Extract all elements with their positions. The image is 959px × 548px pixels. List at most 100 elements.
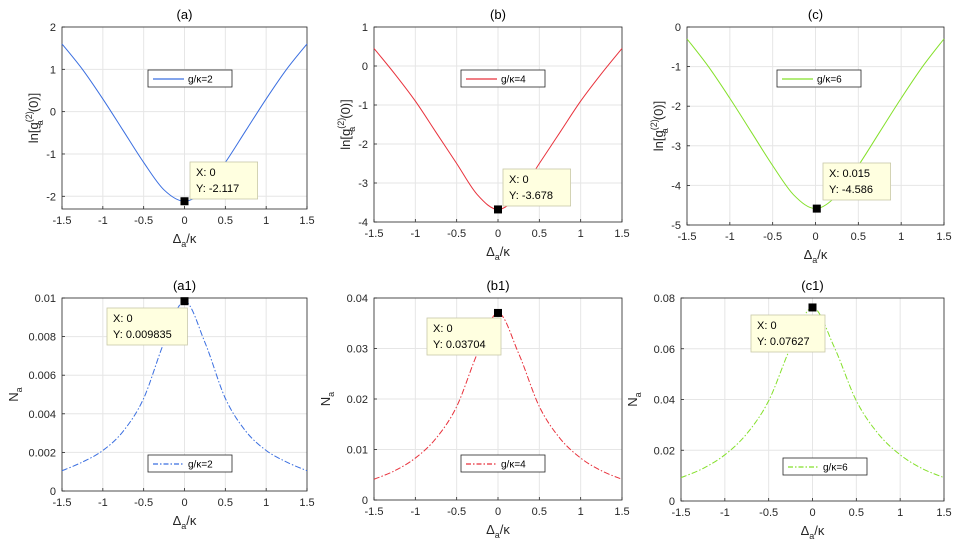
datatip-marker[interactable] [494,205,502,214]
datatip-y-value: Y: -4.586 [829,184,873,196]
y-axis-label: ln[g(2)a(0)] [336,99,357,149]
y-tick-label: 0 [50,486,56,498]
x-axis-label: Δa/κ [801,523,825,541]
datatip-x-value: X: 0 [196,167,216,179]
axes-frame [373,26,623,223]
x-tick-label: -1 [410,506,420,518]
legend: g/κ=4 [460,454,546,473]
y-tick-label: -4 [671,180,681,192]
x-tick-label: 0 [181,497,187,509]
x-tick-label: 0 [181,215,187,227]
y-tick-label: 0 [362,495,368,507]
datatip-x-value: X: 0 [113,313,133,325]
datatip: X: 0 Y: 0.03704 [426,317,502,356]
datatip-marker[interactable] [812,204,821,213]
x-tick-label: 0.5 [851,231,866,243]
legend-label: g/κ=6 [817,75,842,86]
x-tick-label: 0.5 [218,497,233,509]
x-tick-label: -0.5 [763,231,782,243]
datatip-marker[interactable] [180,297,189,306]
y-tick-label: 0.02 [654,445,675,457]
x-tick-label: -1.5 [678,231,697,243]
x-tick-label: -1.5 [53,497,72,509]
x-tick-label: 1.5 [614,228,629,240]
y-axis-label: ln[g(2)a(0)] [649,101,670,151]
legend-label: g/κ=4 [501,75,526,86]
legend: g/κ=4 [460,69,546,88]
x-tick-label: -1 [725,231,735,243]
y-tick-label: -3 [671,141,681,153]
legend-label: g/κ=2 [188,460,213,471]
y-tick-label: 0 [362,61,368,73]
x-tick-label: -1 [720,507,730,519]
x-tick-label: -0.5 [447,228,466,240]
datatip-marker[interactable] [180,197,189,206]
y-axis-label: Na [6,387,24,401]
x-tick-label: -1.5 [365,228,384,240]
x-tick-label: 1.5 [299,497,314,509]
datatip-y-value: Y: 0.03704 [433,339,486,351]
axes-frame [373,297,623,501]
x-axis-label: Δa/κ [486,522,510,540]
datatip-x-value: X: 0 [509,174,529,186]
legend: g/κ=6 [782,457,868,476]
x-axis-label: Δa/κ [173,513,197,531]
y-tick-label: 0.06 [654,344,675,356]
subplot-title: (c1) [801,278,823,293]
x-tick-label: -1 [98,497,108,509]
x-tick-label: 0 [812,231,818,243]
y-tick-label: 0.008 [28,332,56,344]
x-tick-label: 1.5 [936,507,951,519]
legend-box [460,69,546,88]
y-tick-label: 0.002 [28,447,56,459]
subplot-a: -1.5 -1 -0.5 0 0.5 1 1.5 -2 -1 0 1 2 (a) Δa/κ ln[g(2)a… [24,7,315,249]
datatip: X: 0 Y: -2.117 [189,161,258,200]
legend: g/κ=2 [147,69,233,88]
axes-frame [686,26,945,226]
x-tick-label: -1.5 [672,507,691,519]
x-tick-label: -1 [98,215,108,227]
y-tick-label: 0.006 [28,370,56,382]
x-tick-label: 1 [897,507,903,519]
y-tick-label: 0.01 [347,445,368,457]
datatip: X: 0 Y: 0.009835 [106,307,188,346]
y-tick-label: 0.004 [28,409,56,421]
datatip-y-value: Y: -2.117 [196,183,239,195]
x-tick-label: 1 [263,215,269,227]
y-tick-label: -1 [46,149,56,161]
y-tick-label: 0.04 [347,293,368,305]
x-tick-label: 0.5 [532,506,547,518]
datatip-y-value: Y: 0.009835 [113,329,172,341]
legend-box [782,457,868,476]
datatip-x-value: X: 0 [433,323,453,335]
y-tick-label: 0.04 [654,395,675,407]
y-tick-label: -3 [358,178,368,190]
x-tick-label: -0.5 [134,497,153,509]
x-tick-label: -1 [410,228,420,240]
y-axis-label: ln[g(2)a(0)] [24,93,45,143]
y-tick-label: -2 [671,101,681,113]
datatip-box [750,314,826,353]
y-tick-label: 1 [362,22,368,34]
subplot-title: (a1) [173,278,196,293]
y-axis-label: Na [625,392,643,406]
y-tick-label: 0.03 [347,344,368,356]
subplot-c: -1.5 -1 -0.5 0 0.5 1 1.5 -5 -4 -3 -2 -1 0 (c) Δa/κ ln[g… [649,7,952,265]
datatip-x-value: X: 0.015 [829,168,870,180]
legend-box [776,69,862,88]
x-tick-label: -0.5 [759,507,778,519]
y-tick-label: 0.08 [654,293,675,305]
y-tick-label: 0.01 [35,293,56,305]
y-tick-label: 0 [669,496,675,508]
axes-frame [61,26,308,210]
x-tick-label: 1 [578,228,584,240]
datatip-marker[interactable] [808,303,817,312]
legend-label: g/κ=4 [501,460,526,471]
y-tick-label: -2 [46,191,56,203]
x-tick-label: 1 [578,506,584,518]
datatip: X: 0 Y: -3.678 [502,168,571,207]
x-tick-label: 0.5 [532,228,547,240]
legend: g/κ=6 [776,69,862,88]
datatip-marker[interactable] [494,308,502,317]
